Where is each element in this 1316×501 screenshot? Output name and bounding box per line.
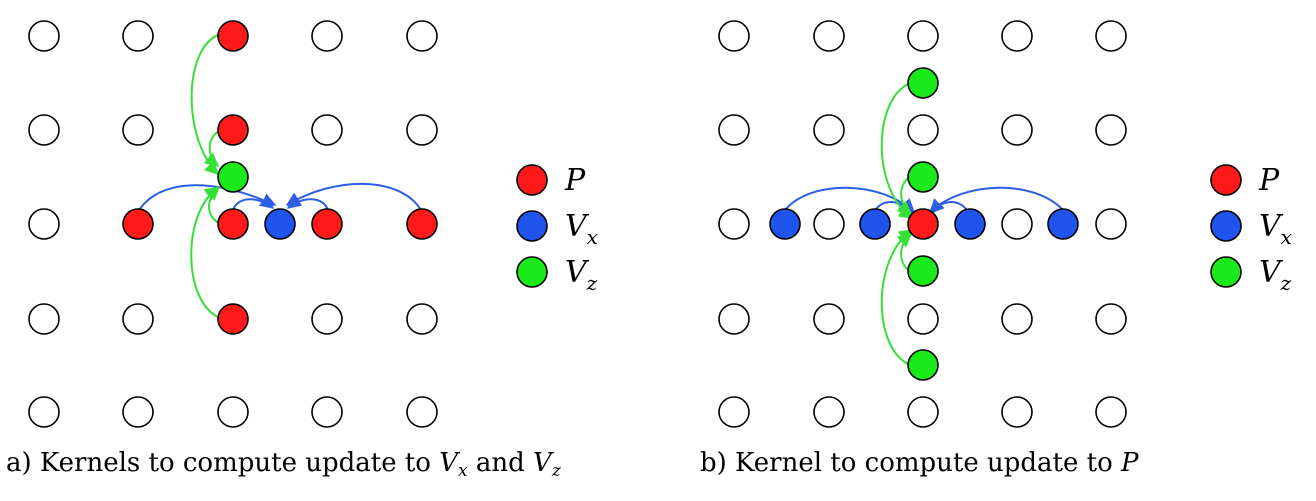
arrow-p-to-vx <box>138 184 277 211</box>
legend-label-p: P <box>564 163 586 198</box>
legend-label-vx: Vx <box>565 209 598 249</box>
grid-node <box>907 114 939 146</box>
grid-node <box>28 114 60 146</box>
legend-label-vx: Vx <box>1259 209 1292 249</box>
grid-node <box>28 396 60 428</box>
arrow-p-to-vz <box>190 187 221 319</box>
grid-node <box>718 303 750 335</box>
arrow-vz-to-p <box>880 229 914 366</box>
grid-node <box>907 303 939 335</box>
grid-node <box>907 20 939 52</box>
legend-swatch-p <box>1210 164 1242 196</box>
vx-node <box>769 208 801 240</box>
grid-node <box>122 303 154 335</box>
legend-swatch-vx <box>516 210 548 242</box>
grid-node <box>1095 20 1127 52</box>
legend-b: P Vx Vz <box>1210 163 1292 295</box>
arrow-p-to-vz <box>190 33 221 175</box>
p-node <box>907 208 939 240</box>
p-node <box>217 208 249 240</box>
legend-a: P Vx Vz <box>516 163 598 295</box>
grid-node <box>1095 396 1127 428</box>
grid-node <box>311 114 343 146</box>
arrow-vz-to-p <box>880 82 914 219</box>
arrow-vx-to-p <box>928 186 1064 213</box>
vx-node <box>264 208 296 240</box>
vz-nodes <box>907 67 939 381</box>
p-node <box>406 208 438 240</box>
grid-node <box>406 303 438 335</box>
caption-b: b) Kernel to compute update to P <box>700 448 1139 478</box>
grid-node <box>122 20 154 52</box>
grid-node <box>718 208 750 240</box>
grid-nodes-empty <box>718 20 1127 428</box>
grid-node <box>311 303 343 335</box>
grid-node <box>1001 20 1033 52</box>
arrow-p-to-vx <box>285 182 422 211</box>
panel-a-grid <box>28 20 438 428</box>
grid-node <box>1001 208 1033 240</box>
grid-node <box>28 20 60 52</box>
p-node <box>122 208 154 240</box>
legend-label-vz: Vz <box>1259 255 1292 295</box>
p-node <box>217 114 249 146</box>
grid-node <box>813 303 845 335</box>
grid-node <box>1095 208 1127 240</box>
grid-node <box>813 396 845 428</box>
grid-node <box>907 396 939 428</box>
grid-node <box>1001 303 1033 335</box>
grid-node <box>813 208 845 240</box>
vz-node <box>907 67 939 99</box>
vz-node <box>217 161 249 193</box>
grid-node <box>311 20 343 52</box>
grid-node <box>406 20 438 52</box>
legend-swatch-vz <box>1210 256 1242 288</box>
panel-b-grid <box>718 20 1127 428</box>
p-nodes <box>122 20 438 335</box>
caption-a: a) Kernels to compute update to Vx and V… <box>6 448 561 481</box>
arrow-p-to-vx <box>232 194 275 211</box>
p-node <box>311 208 343 240</box>
grid-node <box>1095 303 1127 335</box>
legend-label-p: P <box>1258 163 1280 198</box>
vx-node <box>954 208 986 240</box>
grid-node <box>122 114 154 146</box>
grid-node <box>718 20 750 52</box>
legend-label-vz: Vz <box>565 255 598 295</box>
grid-node <box>718 396 750 428</box>
grid-node <box>28 303 60 335</box>
vz-node <box>907 349 939 381</box>
p-node <box>217 20 249 52</box>
grid-node <box>311 396 343 428</box>
vz-node <box>907 255 939 287</box>
legend-swatch-vx <box>1210 210 1242 242</box>
grid-node <box>813 114 845 146</box>
grid-node <box>406 396 438 428</box>
vx-node <box>859 208 891 240</box>
grid-node <box>122 396 154 428</box>
grid-node <box>1095 114 1127 146</box>
grid-node <box>406 114 438 146</box>
grid-node <box>1001 396 1033 428</box>
grid-node <box>28 208 60 240</box>
vx-nodes <box>769 208 1079 240</box>
grid-node <box>718 114 750 146</box>
vz-node <box>907 161 939 193</box>
arrow-vz-to-p <box>896 176 913 215</box>
grid-node <box>1001 114 1033 146</box>
legend-swatch-p <box>516 164 548 196</box>
grid-node <box>217 396 249 428</box>
grid-nodes-empty <box>28 20 438 428</box>
vx-node <box>1047 208 1079 240</box>
grid-node <box>813 20 845 52</box>
legend-swatch-vz <box>516 256 548 288</box>
p-node <box>217 303 249 335</box>
